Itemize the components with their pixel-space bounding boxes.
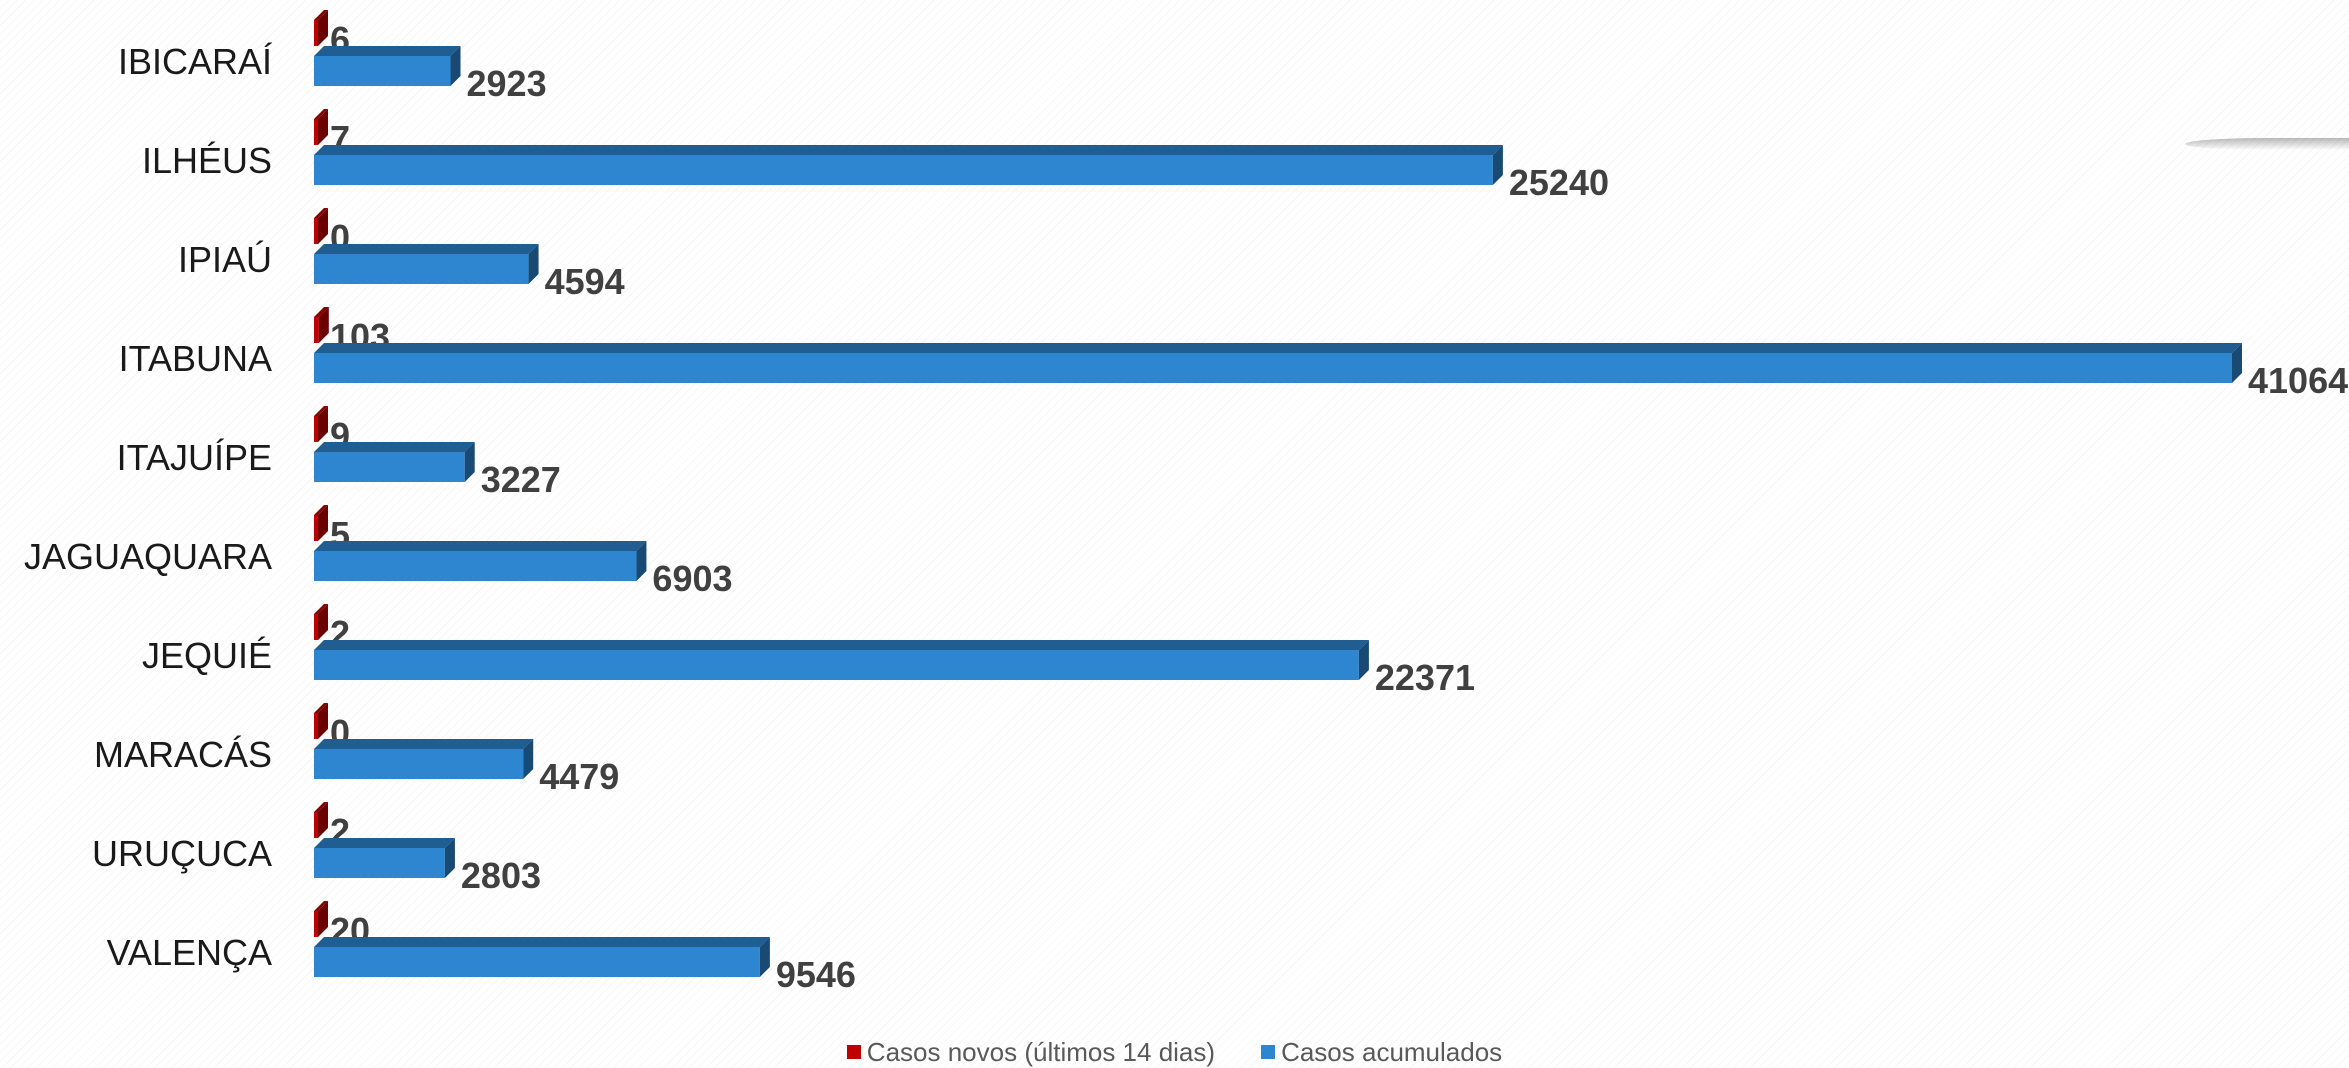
data-label-cumulative-itajuipe: 3227 [481, 459, 561, 500]
bar-cumulative-itajuipe [314, 442, 475, 482]
legend-swatch-cumulative [1261, 1045, 1276, 1059]
category-label-valenca: VALENÇA [107, 932, 272, 973]
data-label-cumulative-ipiau: 4594 [545, 261, 625, 302]
legend-label-new-cases: Casos novos (últimos 14 dias) [866, 1036, 1216, 1067]
data-label-cumulative-itabuna: 41064 [2248, 360, 2348, 401]
bar-new-cases-itajuipe [314, 406, 328, 442]
bar-new-cases-valenca [314, 901, 328, 937]
bar-cumulative-ipiau [314, 244, 539, 284]
legend-item-cumulative: Casos acumulados [1261, 1037, 1502, 1068]
data-label-cumulative-ilheus: 25240 [1509, 162, 1609, 203]
data-label-cumulative-ibicarai: 2923 [467, 63, 547, 104]
data-label-cumulative-jequie: 22371 [1375, 657, 1475, 698]
category-label-ipiau: IPIAÚ [178, 239, 272, 280]
data-label-cumulative-maracas: 4479 [539, 756, 619, 797]
category-label-itabuna: ITABUNA [119, 338, 272, 379]
bar-cumulative-maracas [314, 739, 534, 779]
decorative-shadow [2185, 138, 2349, 150]
legend-label-cumulative: Casos acumulados [1281, 1036, 1503, 1067]
category-label-ibicarai: IBICARAÍ [118, 41, 272, 82]
bar-new-cases-ibicarai [314, 10, 328, 46]
bar-new-cases-jequie [314, 604, 328, 640]
legend-swatch-new-cases [846, 1045, 861, 1059]
category-label-jaguaquara: JAGUAQUARA [24, 536, 272, 577]
bar-new-cases-maracas [314, 703, 328, 739]
category-label-itajuipe: ITAJUÍPE [117, 437, 272, 478]
category-label-jequie: JEQUIÉ [142, 635, 272, 676]
bar-new-cases-jaguaquara [314, 505, 328, 541]
data-label-cumulative-urucuca: 2803 [461, 855, 541, 896]
bar-new-cases-ilheus [314, 109, 328, 145]
category-label-ilheus: ILHÉUS [142, 140, 272, 181]
data-label-cumulative-valenca: 9546 [776, 954, 856, 995]
bar-cumulative-urucuca [314, 838, 455, 878]
bar-cumulative-ibicarai [314, 46, 461, 86]
bar-new-cases-ipiau [314, 208, 328, 244]
category-label-maracas: MARACÁS [94, 734, 272, 775]
bar-new-cases-itabuna [314, 307, 329, 343]
bar-cumulative-ilheus [314, 145, 1503, 185]
bar-cumulative-valenca [314, 937, 770, 977]
bar-cumulative-itabuna [314, 343, 2242, 383]
legend: Casos novos (últimos 14 dias) Casos acum… [0, 1036, 2349, 1068]
data-label-cumulative-jaguaquara: 6903 [652, 558, 732, 599]
category-label-urucuca: URUÇUCA [92, 833, 272, 874]
bar-cumulative-jaguaquara [314, 541, 647, 581]
bar-cumulative-jequie [314, 640, 1369, 680]
bar-new-cases-urucuca [314, 802, 328, 838]
legend-item-new-cases: Casos novos (últimos 14 dias) [846, 1036, 1216, 1068]
